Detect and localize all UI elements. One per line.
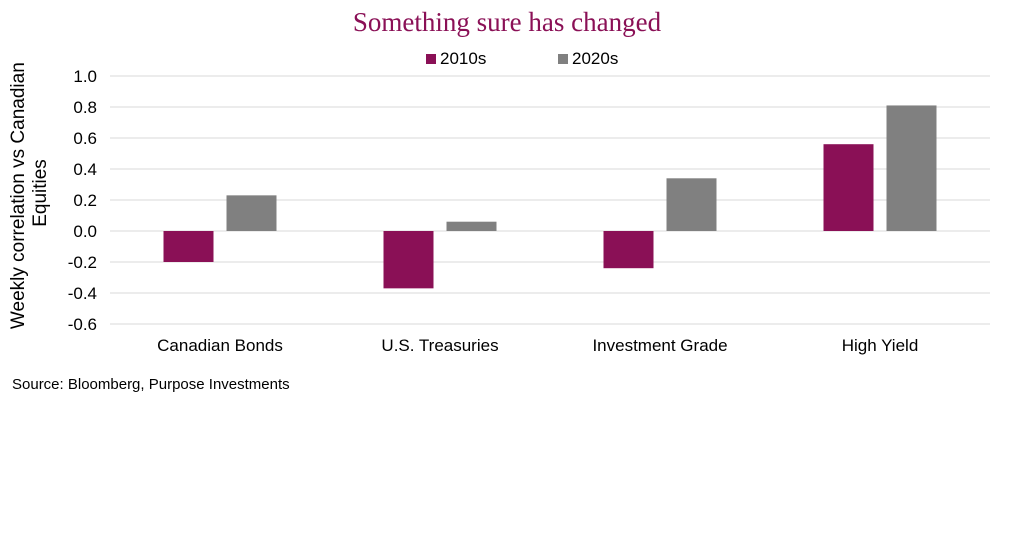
y-axis-title: Weekly correlation vs Canadian Equities	[8, 57, 51, 329]
bar-2020s-investment-grade	[666, 178, 717, 231]
y-tick-label: -0.6	[68, 315, 97, 334]
source-note: Source: Bloomberg, Purpose Investments	[12, 376, 290, 393]
y-tick-label: 0.2	[73, 191, 97, 210]
y-tick-label: -0.2	[68, 253, 97, 272]
y-axis-title-line-1: Weekly correlation vs Canadian	[8, 62, 29, 329]
x-category-label: High Yield	[842, 336, 919, 355]
bar-2020s-canadian-bonds	[226, 195, 277, 231]
legend-item-2020s: 2020s	[558, 49, 618, 68]
y-tick-label: 0.8	[73, 98, 97, 117]
bar-2020s-u-s-treasuries	[446, 221, 497, 231]
x-category-label: U.S. Treasuries	[381, 336, 498, 355]
chart-title: Something sure has changed	[353, 7, 662, 37]
y-tick-label: 0.0	[73, 222, 97, 241]
bar-2010s-investment-grade	[603, 231, 654, 269]
legend-swatch-2010s	[426, 54, 436, 64]
legend-label-2020s: 2020s	[572, 49, 618, 68]
bar-2020s-high-yield	[886, 105, 937, 231]
x-category-label: Investment Grade	[592, 336, 727, 355]
y-axis-ticks: 1.0 0.8 0.6 0.4 0.2 0.0 -0.2 -0.4 -0.6	[68, 67, 97, 334]
bar-2010s-u-s-treasuries	[383, 231, 434, 289]
bars	[163, 105, 937, 289]
bar-2010s-high-yield	[823, 144, 874, 231]
y-tick-label: 0.4	[73, 160, 97, 179]
legend-label-2010s: 2010s	[440, 49, 486, 68]
y-tick-label: 0.6	[73, 129, 97, 148]
y-tick-label: 1.0	[73, 67, 97, 86]
legend: 2010s 2020s	[426, 49, 618, 68]
y-tick-label: -0.4	[68, 284, 97, 303]
y-axis-title-line-2: Equities	[30, 159, 51, 227]
x-axis-categories: Canadian Bonds U.S. Treasuries Investment …	[157, 336, 918, 355]
legend-item-2010s: 2010s	[426, 49, 486, 68]
legend-swatch-2020s	[558, 54, 568, 64]
x-category-label: Canadian Bonds	[157, 336, 283, 355]
bar-2010s-canadian-bonds	[163, 231, 214, 262]
